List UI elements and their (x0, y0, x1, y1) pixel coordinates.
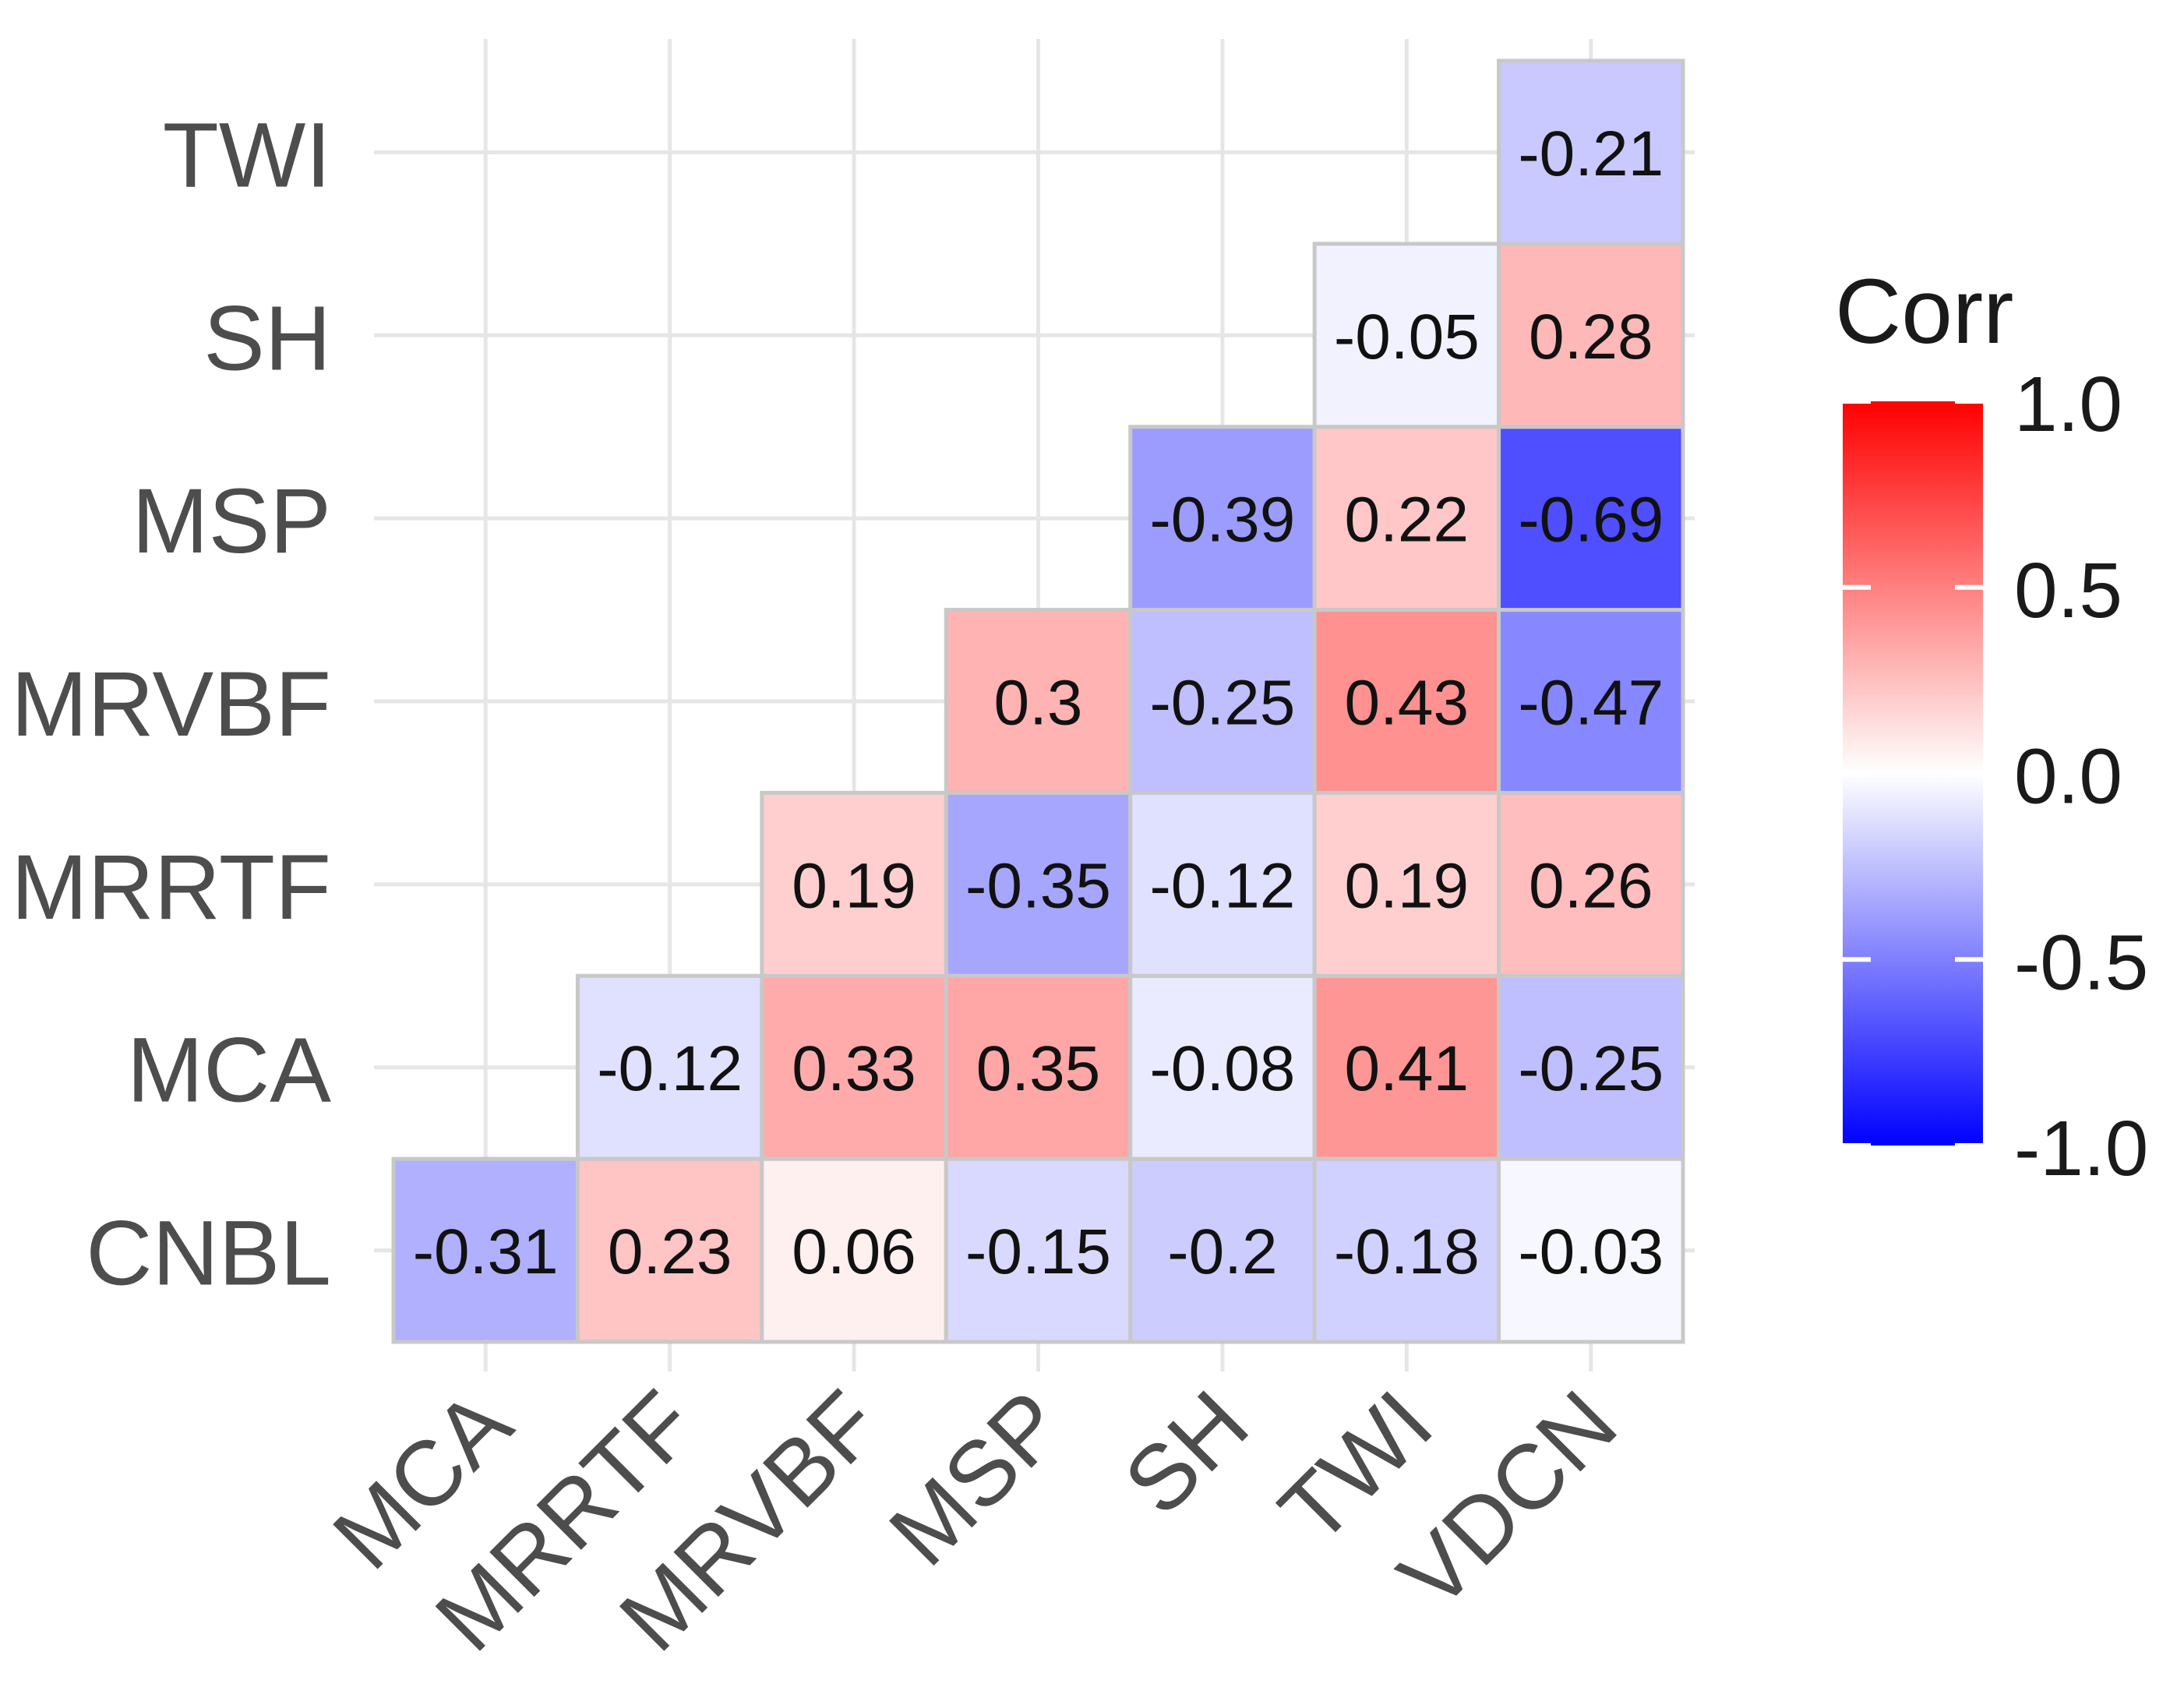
legend: Corr 1.0 0.5 0.0 -0.5 -1.0 (1835, 260, 2148, 1192)
y-tick-label: SH (203, 287, 331, 390)
heatmap-cell: 0.23 (575, 1156, 764, 1344)
y-tick-label: MCA (127, 1019, 332, 1122)
cell-value-label: 0.3 (994, 668, 1083, 739)
heatmap-cell: -0.25 (1497, 973, 1685, 1161)
heatmap-cell: -0.35 (944, 790, 1133, 978)
heatmap-cell: -0.05 (1312, 242, 1501, 429)
cell-mrvbf-vdcn (1497, 608, 1685, 795)
y-tick-label: CNBL (86, 1202, 331, 1305)
heatmap-cell: -0.2 (1128, 1156, 1317, 1344)
heatmap-cell: 0.19 (760, 790, 948, 978)
cell-value-label: -0.21 (1518, 118, 1664, 189)
cell-value-label: 0.22 (1345, 485, 1470, 556)
cell-mrrtf-twi (1312, 790, 1501, 978)
cell-sh-vdcn (1497, 242, 1685, 429)
heatmap-cell: 0.26 (1497, 790, 1685, 978)
cell-value-label: 0.35 (976, 1033, 1101, 1104)
heatmap-cell: -0.21 (1497, 58, 1685, 246)
cell-value-label: -0.12 (1149, 850, 1295, 921)
heatmap-cell: -0.12 (1128, 790, 1317, 978)
cell-value-label: -0.47 (1518, 668, 1664, 739)
cell-cnbl-vdcn (1497, 1156, 1685, 1344)
cell-value-label: 0.43 (1345, 668, 1470, 739)
legend-title: Corr (1835, 260, 2013, 363)
cell-value-label: -0.2 (1167, 1216, 1277, 1287)
cell-value-label: 0.26 (1529, 850, 1653, 921)
cell-value-label: -0.69 (1518, 485, 1664, 556)
cell-mca-vdcn (1497, 973, 1685, 1161)
y-tick-label: TWI (163, 104, 331, 207)
cell-mca-sh (1128, 973, 1317, 1161)
cell-value-label: -0.25 (1518, 1033, 1664, 1104)
heatmap-cell: 0.41 (1312, 973, 1501, 1161)
cell-value-label: -0.39 (1149, 485, 1295, 556)
heatmap-cell: -0.08 (1128, 973, 1317, 1161)
heatmap-cell: -0.69 (1497, 425, 1685, 613)
cell-mrvbf-sh (1128, 608, 1317, 795)
cell-twi-vdcn (1497, 58, 1685, 246)
y-tick-label: MRVBF (11, 653, 331, 756)
legend-ticks: 1.0 0.5 0.0 -0.5 -1.0 (1843, 361, 2148, 1192)
cell-value-label: 0.33 (792, 1033, 916, 1104)
heatmap-cell: 0.06 (760, 1156, 948, 1344)
cell-value-label: -0.31 (413, 1216, 559, 1287)
x-tick-label: SH (1105, 1372, 1268, 1534)
cell-value-label: -0.08 (1149, 1033, 1295, 1104)
cell-value-label: -0.15 (965, 1216, 1111, 1287)
heatmap-cell: -0.25 (1128, 608, 1317, 795)
cell-value-label: 0.28 (1529, 302, 1653, 372)
y-tick-label: MRRTF (11, 836, 331, 939)
cell-value-label: 0.06 (792, 1216, 916, 1287)
cell-cnbl-twi (1312, 1156, 1501, 1344)
cell-value-label: 0.41 (1345, 1033, 1470, 1104)
heatmap-cell: 0.33 (760, 973, 948, 1161)
cell-cnbl-mrvbf (760, 1156, 948, 1344)
heatmap-cell: 0.3 (944, 608, 1133, 795)
cell-msp-vdcn (1497, 425, 1685, 613)
cell-value-label: 0.19 (1345, 850, 1470, 921)
cell-msp-sh (1128, 425, 1317, 613)
cell-mrrtf-sh (1128, 790, 1317, 978)
cell-value-label: -0.35 (965, 850, 1111, 921)
cell-value-label: -0.18 (1334, 1216, 1480, 1287)
cell-value-label: -0.25 (1149, 668, 1295, 739)
cell-mca-mrvbf (760, 973, 948, 1161)
heatmap-cell: 0.19 (1312, 790, 1501, 978)
cell-value-label: -0.03 (1518, 1216, 1664, 1287)
cell-value-label: -0.12 (597, 1033, 743, 1104)
heatmap-cells: -0.31 0.23 0.06 -0.15 -0.2 -0.18 -0.03 -0.12 0.3… (391, 58, 1685, 1344)
heatmap-cell: -0.15 (944, 1156, 1133, 1344)
cell-value-label: 0.23 (608, 1216, 732, 1287)
cell-value-label: 0.19 (792, 850, 916, 921)
legend-tick-label: 0.5 (2014, 547, 2122, 634)
heatmap-cell: -0.39 (1128, 425, 1317, 613)
heatmap-cell: -0.47 (1497, 608, 1685, 795)
cell-value-label: -0.05 (1334, 302, 1480, 372)
cell-cnbl-msp (944, 1156, 1133, 1344)
heatmap-cell: 0.22 (1312, 425, 1501, 613)
heatmap-cell: 0.43 (1312, 608, 1501, 795)
heatmap-cell: -0.12 (575, 973, 764, 1161)
heatmap-cell: 0.28 (1497, 242, 1685, 429)
y-axis: CNBL MCA MRRTF MRVBF MSP SH TWI (11, 104, 331, 1304)
heatmap-cell: -0.03 (1497, 1156, 1685, 1344)
x-tick-label: MSP (870, 1372, 1084, 1585)
cell-sh-twi (1312, 242, 1501, 429)
legend-tick-label: 1.0 (2014, 361, 2122, 448)
heatmap-cell: -0.18 (1312, 1156, 1501, 1344)
heatmap-cell: -0.31 (391, 1156, 580, 1344)
cell-mrrtf-mrvbf (760, 790, 948, 978)
legend-tick-label: 0.0 (2014, 733, 2122, 821)
legend-tick-label: -1.0 (2014, 1105, 2148, 1192)
heatmap-cell: 0.35 (944, 973, 1133, 1161)
cell-mrrtf-msp (944, 790, 1133, 978)
y-tick-label: MSP (132, 470, 331, 573)
legend-tick-label: -0.5 (2014, 919, 2148, 1006)
